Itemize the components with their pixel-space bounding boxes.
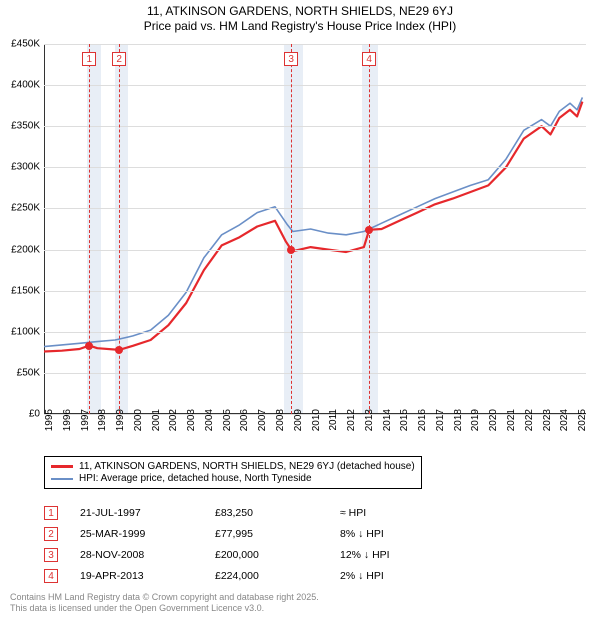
y-tick-label: £150K [0,285,40,296]
transaction-marker: 3 [44,548,58,562]
x-tick-label: 1995 [44,409,55,431]
legend-label-property: 11, ATKINSON GARDENS, NORTH SHIELDS, NE2… [79,461,415,472]
transaction-diff: 2% ↓ HPI [340,570,440,582]
line-property [44,102,582,352]
x-tick-label: 2014 [382,409,393,431]
x-tick-label: 2004 [204,409,215,431]
y-tick-label: £400K [0,80,40,91]
y-tick-label: £350K [0,121,40,132]
x-tick-label: 2000 [133,409,144,431]
transaction-diff: 12% ↓ HPI [340,549,440,561]
x-tick-label: 2015 [399,409,410,431]
sale-marker-dot [365,226,373,234]
y-tick-label: £250K [0,203,40,214]
y-tick-label: £0 [0,409,40,420]
title-line-1: 11, ATKINSON GARDENS, NORTH SHIELDS, NE2… [0,4,600,19]
sale-marker-box: 3 [284,52,298,66]
title-line-2: Price paid vs. HM Land Registry's House … [0,19,600,34]
transaction-row: 1 21-JUL-1997£83,250≈ HPI [44,502,440,523]
sale-marker-box: 1 [82,52,96,66]
x-tick-label: 2016 [417,409,428,431]
x-tick-label: 2023 [542,409,553,431]
line-hpi [44,97,582,346]
footer: Contains HM Land Registry data © Crown c… [10,592,319,615]
sale-marker-box: 4 [362,52,376,66]
x-tick-label: 2009 [293,409,304,431]
chart-lines [44,44,586,414]
transaction-marker: 1 [44,506,58,520]
gridline [44,126,586,127]
legend-swatch-hpi [51,478,73,480]
y-tick-label: £200K [0,244,40,255]
gridline [44,373,586,374]
transaction-date: 28-NOV-2008 [80,549,215,561]
x-tick-label: 2003 [186,409,197,431]
x-tick-label: 1996 [62,409,73,431]
x-tick-label: 2012 [346,409,357,431]
x-tick-label: 2008 [275,409,286,431]
gridline [44,44,586,45]
x-tick-label: 2010 [311,409,322,431]
y-tick-label: £300K [0,162,40,173]
x-tick-label: 2017 [435,409,446,431]
transaction-row: 4 19-APR-2013£224,0002% ↓ HPI [44,565,440,586]
sale-marker-dot [287,246,295,254]
x-tick-label: 2011 [328,409,339,431]
legend-label-hpi: HPI: Average price, detached house, Nort… [79,473,312,484]
x-tick-label: 1999 [115,409,126,431]
x-tick-label: 2020 [488,409,499,431]
transaction-price: £77,995 [215,528,340,540]
sale-marker-line [119,44,120,414]
gridline [44,208,586,209]
transaction-marker: 4 [44,569,58,583]
transaction-price: £83,250 [215,507,340,519]
transaction-diff: 8% ↓ HPI [340,528,440,540]
sale-marker-dot [85,342,93,350]
x-tick-label: 1998 [97,409,108,431]
sale-marker-box: 2 [112,52,126,66]
chart-area: £0£50K£100K£150K£200K£250K£300K£350K£400… [44,44,586,414]
sale-marker-line [291,44,292,414]
transaction-marker: 2 [44,527,58,541]
x-tick-label: 2022 [524,409,535,431]
transaction-date: 19-APR-2013 [80,570,215,582]
transaction-diff: ≈ HPI [340,507,440,519]
x-tick-label: 2018 [453,409,464,431]
x-tick-label: 2021 [506,409,517,431]
sale-marker-dot [115,346,123,354]
x-tick-label: 2019 [470,409,481,431]
y-tick-label: £100K [0,326,40,337]
x-tick-label: 2007 [257,409,268,431]
title-block: 11, ATKINSON GARDENS, NORTH SHIELDS, NE2… [0,0,600,34]
transactions-table: 1 21-JUL-1997£83,250≈ HPI 2 25-MAR-1999£77,… [44,502,440,586]
x-tick-label: 2002 [168,409,179,431]
gridline [44,250,586,251]
figure: 11, ATKINSON GARDENS, NORTH SHIELDS, NE2… [0,0,600,620]
x-tick-label: 2025 [577,409,588,431]
transaction-price: £200,000 [215,549,340,561]
gridline [44,167,586,168]
gridline [44,332,586,333]
transaction-date: 25-MAR-1999 [80,528,215,540]
legend-item-hpi: HPI: Average price, detached house, Nort… [51,473,415,484]
legend: 11, ATKINSON GARDENS, NORTH SHIELDS, NE2… [44,456,422,489]
transaction-row: 3 28-NOV-2008£200,00012% ↓ HPI [44,544,440,565]
gridline [44,291,586,292]
x-tick-label: 2001 [151,409,162,431]
x-tick-label: 2005 [222,409,233,431]
transaction-price: £224,000 [215,570,340,582]
sale-marker-line [89,44,90,414]
y-tick-label: £450K [0,39,40,50]
transaction-date: 21-JUL-1997 [80,507,215,519]
legend-swatch-property [51,465,73,468]
x-tick-label: 2024 [559,409,570,431]
footer-line-2: This data is licensed under the Open Gov… [10,603,319,614]
legend-item-property: 11, ATKINSON GARDENS, NORTH SHIELDS, NE2… [51,461,415,472]
x-tick-label: 2006 [239,409,250,431]
transaction-row: 2 25-MAR-1999£77,9958% ↓ HPI [44,523,440,544]
gridline [44,85,586,86]
footer-line-1: Contains HM Land Registry data © Crown c… [10,592,319,603]
y-tick-label: £50K [0,367,40,378]
